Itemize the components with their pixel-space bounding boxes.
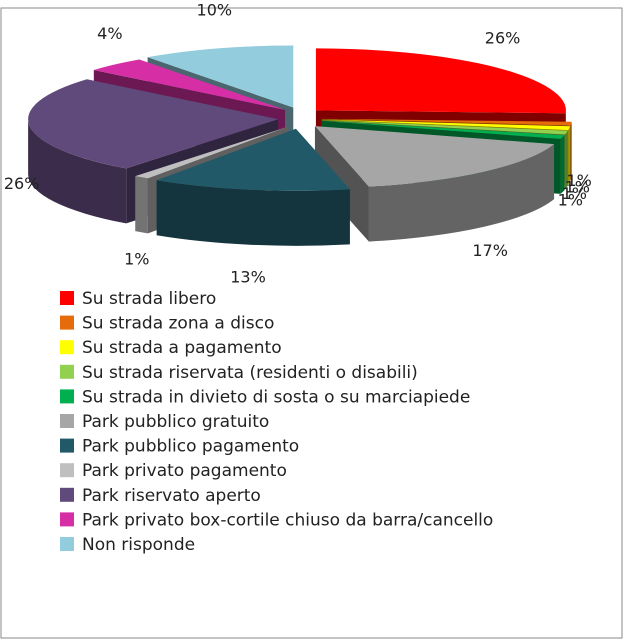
data-label: 1% bbox=[562, 184, 587, 203]
slice-side bbox=[135, 176, 148, 234]
slice-side bbox=[560, 135, 565, 194]
legend-swatch bbox=[60, 463, 74, 478]
data-label: 26% bbox=[4, 174, 40, 193]
slice bbox=[93, 59, 286, 110]
slice bbox=[321, 119, 571, 131]
slice bbox=[321, 120, 568, 135]
legend-label: Su strada a pagamento bbox=[82, 338, 282, 358]
slice bbox=[321, 120, 565, 139]
data-label: 1% bbox=[124, 249, 149, 268]
slice bbox=[321, 118, 572, 126]
legend-label: Su strada zona a disco bbox=[82, 314, 274, 334]
data-label: 1% bbox=[566, 171, 591, 190]
slice-side bbox=[568, 126, 571, 186]
data-label: 10% bbox=[197, 1, 233, 20]
legend-label: Su strada in divieto di sosta o su marci… bbox=[82, 387, 470, 407]
legend-label: Park privato box-cortile chiuso da barra… bbox=[82, 510, 493, 530]
data-label: 1% bbox=[558, 190, 583, 209]
legend-swatch bbox=[60, 512, 74, 527]
slice bbox=[135, 126, 288, 179]
slice bbox=[147, 45, 294, 108]
legend-swatch bbox=[60, 364, 74, 379]
data-label: 13% bbox=[230, 268, 266, 287]
legend-swatch bbox=[60, 389, 74, 404]
slice-side bbox=[368, 144, 555, 242]
legend-swatch bbox=[60, 340, 74, 355]
legend-label: Non risponde bbox=[82, 535, 195, 555]
slice-side bbox=[156, 180, 350, 246]
slice-side bbox=[570, 121, 572, 181]
legend-label: Park pubblico pagamento bbox=[82, 437, 299, 457]
legend-label: Su strada libero bbox=[82, 289, 216, 309]
slice bbox=[315, 48, 566, 114]
legend-label: Park pubblico gratuito bbox=[82, 412, 269, 432]
slice bbox=[314, 126, 555, 187]
legend-label: Park riservato aperto bbox=[82, 486, 261, 506]
data-label: 26% bbox=[485, 29, 521, 48]
legend-swatch bbox=[60, 291, 74, 305]
legend-swatch bbox=[60, 537, 74, 551]
legend-swatch bbox=[60, 315, 74, 330]
legend-swatch bbox=[60, 438, 74, 453]
legend-label: Su strada riservata (residenti o disabil… bbox=[82, 363, 418, 383]
data-label: 4% bbox=[97, 24, 122, 43]
slice bbox=[156, 128, 350, 191]
data-label: 17% bbox=[472, 241, 508, 260]
data-label: 1% bbox=[565, 177, 590, 196]
slice-side bbox=[564, 130, 568, 190]
slice-side bbox=[28, 119, 127, 224]
legend-swatch bbox=[60, 414, 74, 428]
legend-swatch bbox=[60, 487, 74, 502]
legend-label: Park privato pagamento bbox=[82, 461, 287, 481]
slice bbox=[28, 79, 279, 169]
